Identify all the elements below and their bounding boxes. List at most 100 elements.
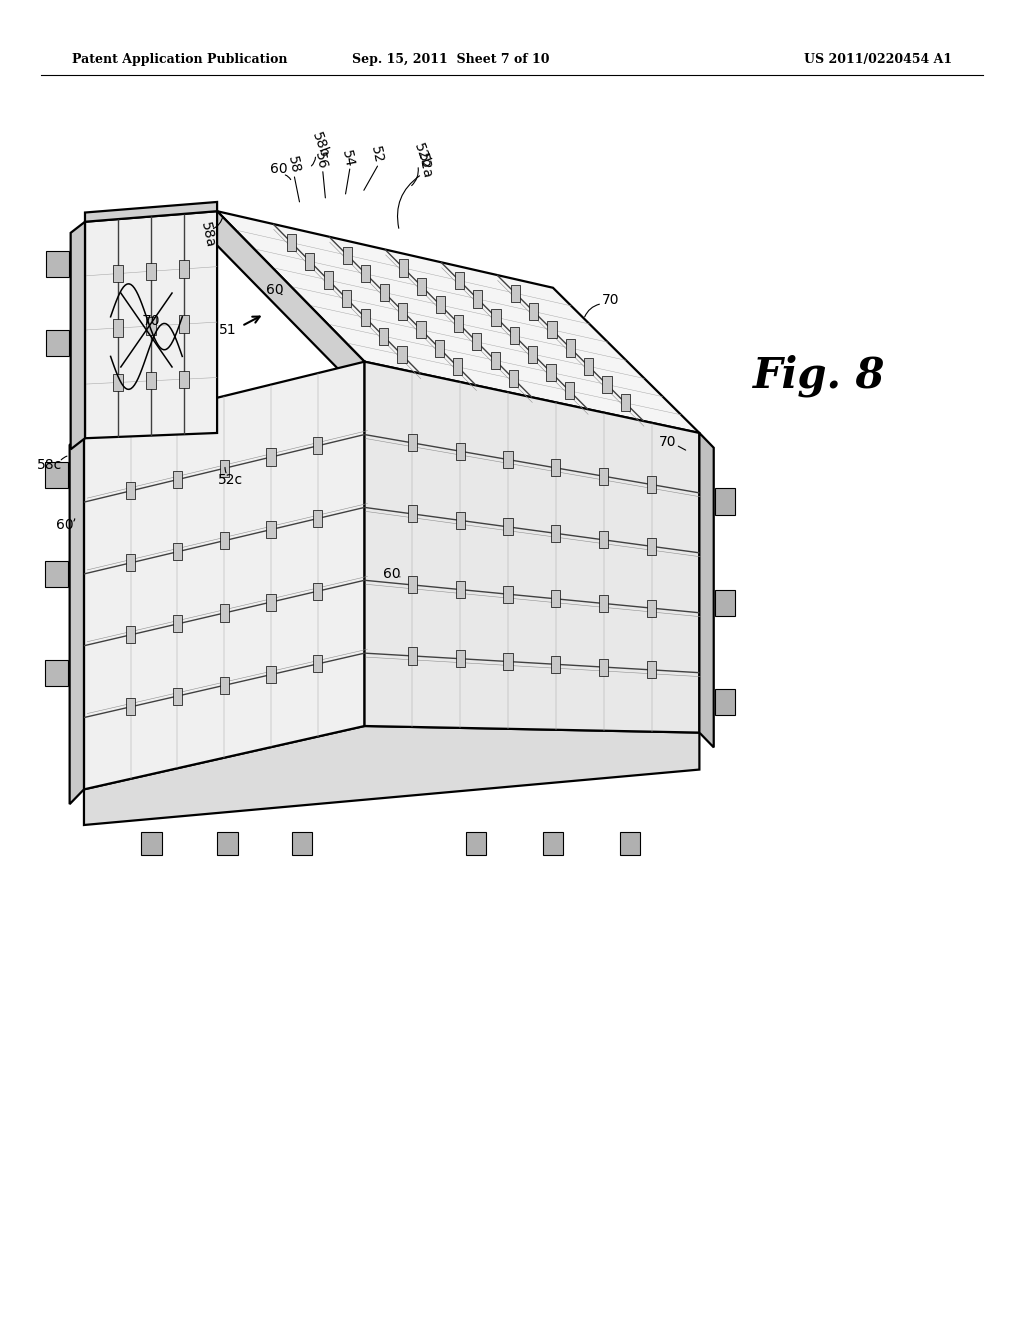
Polygon shape (547, 364, 556, 381)
Polygon shape (504, 519, 513, 536)
Polygon shape (85, 211, 217, 438)
Polygon shape (408, 434, 417, 451)
Polygon shape (126, 554, 135, 572)
Text: 70: 70 (601, 293, 620, 306)
Polygon shape (528, 346, 538, 363)
Polygon shape (408, 577, 417, 594)
Polygon shape (490, 352, 500, 368)
Polygon shape (173, 471, 182, 488)
Polygon shape (266, 449, 275, 466)
Text: 60: 60 (265, 284, 284, 297)
Polygon shape (715, 689, 735, 715)
Polygon shape (266, 667, 275, 684)
Polygon shape (146, 372, 156, 389)
Text: 70: 70 (658, 436, 677, 449)
Text: 52: 52 (369, 144, 385, 165)
Polygon shape (313, 437, 323, 454)
Polygon shape (398, 302, 408, 319)
Polygon shape (551, 459, 560, 477)
Text: 60: 60 (55, 519, 74, 532)
Polygon shape (173, 688, 182, 705)
Polygon shape (454, 315, 463, 331)
Polygon shape (84, 362, 365, 789)
Text: Fig. 8: Fig. 8 (753, 355, 886, 397)
Polygon shape (313, 510, 323, 527)
Polygon shape (543, 832, 563, 855)
Polygon shape (217, 832, 238, 855)
Polygon shape (398, 260, 408, 277)
Polygon shape (584, 358, 593, 375)
Polygon shape (379, 327, 388, 345)
Polygon shape (456, 651, 465, 668)
Text: 52c: 52c (218, 474, 243, 487)
Text: 58c: 58c (37, 458, 61, 471)
Polygon shape (565, 339, 574, 356)
Text: 58: 58 (286, 154, 302, 176)
Polygon shape (71, 222, 85, 449)
Polygon shape (602, 376, 611, 393)
Polygon shape (179, 260, 188, 277)
Polygon shape (360, 309, 370, 326)
Polygon shape (492, 309, 501, 326)
Polygon shape (266, 521, 275, 539)
Polygon shape (456, 581, 465, 598)
Polygon shape (647, 599, 656, 616)
Polygon shape (504, 586, 513, 603)
Polygon shape (715, 488, 735, 515)
Polygon shape (715, 590, 735, 616)
Polygon shape (179, 371, 188, 388)
Polygon shape (417, 279, 426, 296)
Polygon shape (473, 290, 482, 308)
Polygon shape (456, 512, 465, 529)
Polygon shape (504, 653, 513, 671)
Polygon shape (207, 211, 365, 385)
Polygon shape (456, 442, 465, 459)
Polygon shape (146, 263, 156, 280)
Polygon shape (114, 319, 123, 337)
Text: 52b: 52b (411, 141, 433, 170)
Text: 58a: 58a (199, 220, 217, 249)
Polygon shape (380, 284, 389, 301)
Text: Sep. 15, 2011  Sheet 7 of 10: Sep. 15, 2011 Sheet 7 of 10 (352, 53, 549, 66)
Polygon shape (70, 430, 84, 804)
Polygon shape (266, 594, 275, 611)
Text: 51: 51 (218, 323, 237, 337)
Polygon shape (126, 482, 135, 499)
Polygon shape (621, 395, 630, 412)
Polygon shape (408, 506, 417, 523)
Polygon shape (324, 272, 333, 289)
Polygon shape (510, 327, 519, 345)
Polygon shape (699, 433, 714, 747)
Polygon shape (173, 615, 182, 632)
Polygon shape (313, 582, 323, 599)
Polygon shape (219, 459, 228, 477)
Text: 60: 60 (269, 162, 288, 176)
Polygon shape (45, 660, 68, 686)
Polygon shape (45, 561, 68, 587)
Polygon shape (219, 677, 228, 694)
Polygon shape (599, 531, 608, 548)
Polygon shape (472, 334, 481, 350)
Polygon shape (647, 477, 656, 494)
Polygon shape (509, 370, 518, 387)
Text: 54: 54 (340, 148, 356, 169)
Polygon shape (435, 339, 444, 356)
Polygon shape (455, 272, 464, 289)
Polygon shape (417, 321, 426, 338)
Polygon shape (179, 315, 188, 333)
Polygon shape (84, 726, 699, 825)
Polygon shape (551, 590, 560, 607)
Polygon shape (46, 251, 69, 277)
Polygon shape (313, 655, 323, 672)
Polygon shape (126, 626, 135, 643)
Polygon shape (599, 659, 608, 676)
Polygon shape (219, 532, 228, 549)
Polygon shape (173, 544, 182, 560)
Polygon shape (292, 832, 312, 855)
Polygon shape (365, 362, 699, 733)
Polygon shape (599, 467, 608, 484)
Text: 56: 56 (312, 150, 329, 172)
Polygon shape (46, 330, 69, 356)
Polygon shape (551, 656, 560, 673)
Polygon shape (114, 265, 123, 282)
